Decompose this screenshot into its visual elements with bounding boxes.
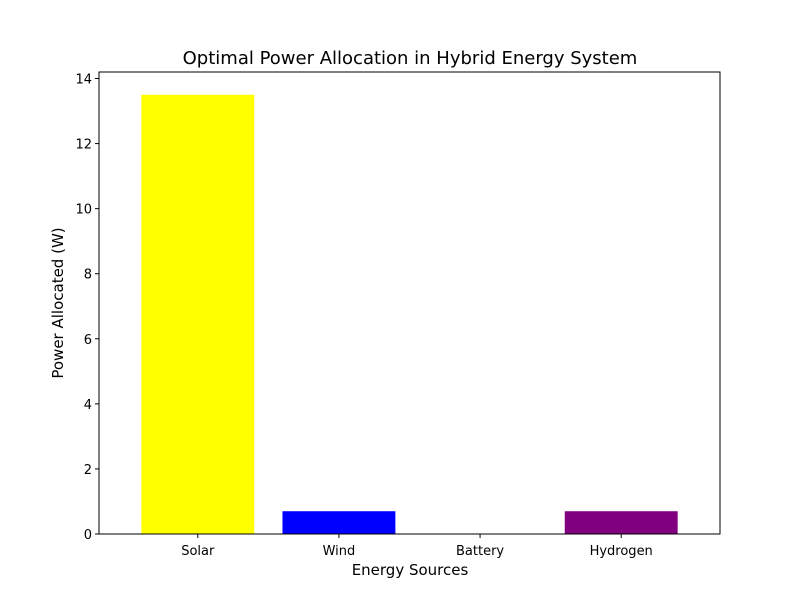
x-tick-label-solar: Solar xyxy=(181,544,215,559)
y-tick-label: 12 xyxy=(75,138,92,153)
bar-wind xyxy=(282,511,396,534)
plot-frame xyxy=(98,71,721,535)
y-tick-label: 14 xyxy=(75,73,92,88)
x-axis-label: Energy Sources xyxy=(352,561,469,579)
x-tick-label-battery: Battery xyxy=(456,544,504,559)
y-tick-label: 6 xyxy=(84,333,92,348)
bar-solar xyxy=(141,94,255,535)
chart-title: Optimal Power Allocation in Hybrid Energ… xyxy=(183,48,638,69)
y-tick-label: 2 xyxy=(84,463,92,478)
y-axis-label: Power Allocated (W) xyxy=(49,227,67,378)
x-tick-label-wind: Wind xyxy=(323,544,356,559)
y-tick-label: 8 xyxy=(84,268,92,283)
plot-area: Solar Wind Battery Hydrogen 0 2 4 6 8 10 12 14 xyxy=(75,71,721,559)
y-tick-label: 4 xyxy=(84,398,92,413)
bar-hydrogen xyxy=(564,511,678,534)
x-tick-label-hydrogen: Hydrogen xyxy=(590,544,653,559)
y-tick-label: 0 xyxy=(84,528,92,543)
y-tick-label: 10 xyxy=(75,203,92,218)
